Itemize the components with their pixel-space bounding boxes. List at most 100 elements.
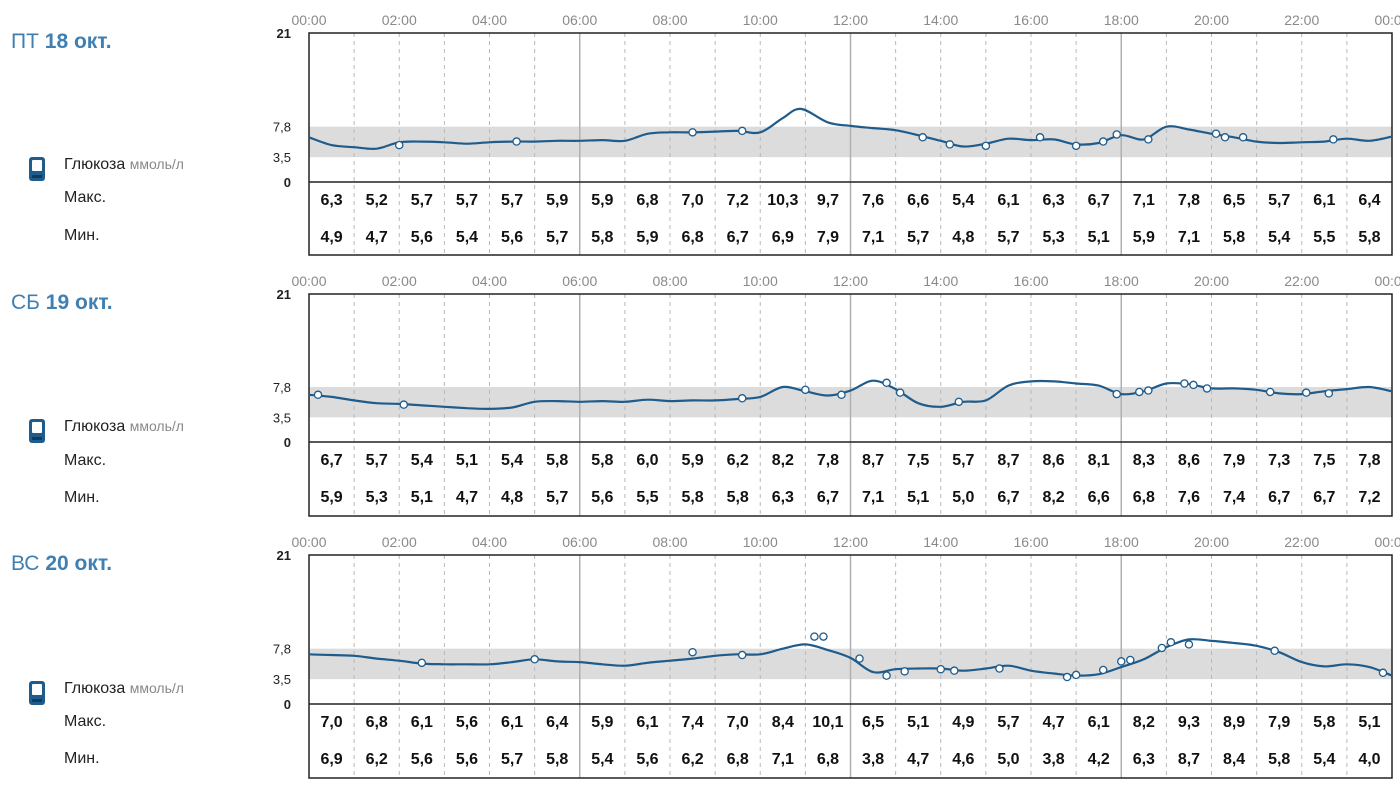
- max-value-cell: 6,3: [320, 192, 342, 209]
- max-value-cell: 7,9: [1223, 452, 1245, 469]
- max-value-cell: 5,7: [456, 192, 478, 209]
- x-tick-label: 00:00: [1374, 273, 1400, 289]
- max-value-cell: 7,1: [1133, 192, 1155, 209]
- min-value-cell: 5,8: [1268, 751, 1290, 768]
- glucose-reading-marker: [945, 140, 955, 149]
- glucose-reading-marker: [1112, 130, 1121, 139]
- glucose-reading-marker: [1180, 379, 1189, 388]
- glucose-reading-marker: [900, 667, 909, 676]
- min-value-cell: 7,4: [1223, 489, 1245, 506]
- chart-frame: [308, 293, 1393, 517]
- max-value-cell: 7,3: [1268, 452, 1290, 469]
- min-value-cell: 5,1: [1088, 229, 1110, 246]
- min-value-cell: 5,6: [411, 751, 433, 768]
- glucose-reading-marker: [801, 385, 810, 395]
- max-value-cell: 5,4: [952, 192, 974, 209]
- max-value-cell: 7,0: [681, 192, 703, 209]
- max-value-cell: 5,7: [952, 452, 974, 469]
- max-value-cell: 4,7: [1042, 714, 1064, 731]
- glucose-reading-marker: [950, 666, 959, 675]
- x-tick-label: 22:00: [1284, 273, 1319, 289]
- min-value-cell: 6,2: [681, 751, 703, 768]
- max-value-cell: 5,9: [681, 452, 703, 469]
- glucose-reading-marker: [1098, 665, 1108, 675]
- min-value-cell: 7,1: [862, 229, 884, 246]
- x-tick-label: 00:00: [291, 273, 326, 289]
- max-value-cell: 6,1: [997, 192, 1019, 209]
- legend-unit: ммоль/л: [129, 156, 184, 172]
- max-value-cell: 5,1: [1358, 714, 1380, 731]
- max-value-cell: 5,8: [1313, 714, 1335, 731]
- x-tick-label: 08:00: [652, 534, 687, 550]
- max-label: Макс.: [64, 189, 107, 206]
- max-value-cell: 6,0: [636, 452, 658, 469]
- min-value-cell: 5,8: [1358, 229, 1380, 246]
- max-value-cell: 9,3: [1178, 714, 1200, 731]
- glucose-reading-marker: [1211, 129, 1221, 139]
- min-label: Мин.: [64, 750, 100, 767]
- x-tick-label: 10:00: [743, 534, 778, 550]
- x-tick-label: 02:00: [382, 273, 417, 289]
- day-title-fri: ПТ 18 окт.: [11, 30, 112, 54]
- x-tick-label: 08:00: [652, 12, 687, 28]
- legend-label: Глюкоза: [64, 680, 126, 697]
- min-value-cell: 5,7: [546, 489, 568, 506]
- max-value-cell: 6,1: [1313, 192, 1335, 209]
- min-value-cell: 5,0: [952, 489, 974, 506]
- max-value-cell: 7,0: [320, 714, 342, 731]
- max-value-cell: 7,5: [907, 452, 929, 469]
- max-value-cell: 5,7: [411, 192, 433, 209]
- min-value-cell: 7,9: [817, 229, 839, 246]
- day-chart-0: 00:00 02:00 04:00 06:00 08:00 10:00 12:00 14:00…: [273, 12, 1400, 256]
- min-value-cell: 4,2: [1088, 751, 1110, 768]
- x-tick-label: 06:00: [562, 534, 597, 550]
- min-label: Мин.: [64, 227, 100, 244]
- min-value-cell: 8,7: [1178, 751, 1200, 768]
- max-value-cell: 5,1: [456, 452, 478, 469]
- min-value-cell: 5,8: [546, 751, 568, 768]
- min-value-cell: 4,7: [907, 751, 929, 768]
- day-month: окт.: [73, 30, 112, 53]
- legend-glucose: Глюкоза ммоль/л: [64, 680, 184, 698]
- glucose-reading-marker: [1112, 389, 1121, 399]
- x-tick-label: 08:00: [652, 273, 687, 289]
- min-value-cell: 5,1: [907, 489, 929, 506]
- glucose-reading-marker: [1144, 386, 1153, 395]
- glucose-meter-icon: [29, 157, 45, 181]
- glucose-series-line: [308, 379, 1393, 411]
- max-value-cell: 5,9: [546, 192, 568, 209]
- min-value-cell: 6,8: [1133, 489, 1155, 506]
- glucose-reading-marker: [737, 126, 747, 136]
- min-value-cell: 4,6: [952, 751, 974, 768]
- glucose-reading-marker: [995, 664, 1004, 673]
- x-tick-label: 06:00: [562, 273, 597, 289]
- max-value-cell: 10,3: [767, 192, 798, 209]
- min-value-cell: 6,8: [727, 751, 749, 768]
- glucose-reading-marker: [512, 137, 521, 146]
- glucose-reading-marker: [737, 650, 747, 660]
- day-prefix: ВС: [11, 552, 40, 575]
- min-value-cell: 5,7: [546, 229, 568, 246]
- max-value-cell: 6,2: [727, 452, 749, 469]
- glucose-reading-marker: [936, 664, 946, 674]
- max-value-cell: 6,6: [907, 192, 929, 209]
- y-tick-label: 3,5: [273, 150, 291, 165]
- x-tick-label: 14:00: [923, 12, 958, 28]
- min-value-cell: 6,2: [366, 751, 388, 768]
- max-value-cell: 6,3: [1042, 192, 1064, 209]
- min-value-cell: 6,9: [772, 229, 794, 246]
- day-prefix: ПТ: [11, 30, 39, 53]
- x-tick-label: 04:00: [472, 12, 507, 28]
- x-tick-label: 10:00: [743, 273, 778, 289]
- min-value-cell: 5,8: [591, 229, 613, 246]
- max-value-cell: 7,2: [727, 192, 749, 209]
- min-value-cell: 5,9: [320, 489, 342, 506]
- y-tick-label: 7,8: [273, 642, 291, 657]
- min-value-cell: 5,3: [366, 489, 388, 506]
- y-tick-label: 0: [284, 435, 291, 450]
- min-value-cell: 4,0: [1358, 751, 1380, 768]
- max-value-cell: 7,0: [727, 714, 749, 731]
- x-tick-label: 00:00: [291, 534, 326, 550]
- day-number: 18: [44, 30, 69, 53]
- min-value-cell: 4,8: [952, 229, 974, 246]
